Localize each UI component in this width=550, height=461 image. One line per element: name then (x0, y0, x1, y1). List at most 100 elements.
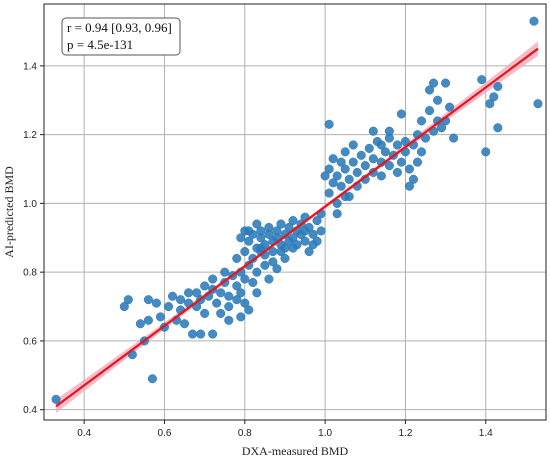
data-point (529, 16, 539, 26)
x-tick-label: 0.4 (77, 428, 91, 439)
data-point (384, 126, 394, 136)
data-point (196, 329, 206, 339)
data-point (485, 99, 495, 109)
data-point (280, 253, 290, 263)
data-point (224, 315, 234, 325)
data-point (288, 243, 298, 253)
data-point (477, 75, 487, 85)
data-point (368, 126, 378, 136)
data-point (348, 157, 358, 167)
data-point (256, 243, 266, 253)
data-point (332, 209, 342, 219)
data-point (135, 319, 145, 329)
stats-correlation: r = 0.94 [0.93, 0.96] (67, 20, 172, 35)
data-point (364, 143, 374, 153)
x-tick-label: 1.2 (398, 428, 412, 439)
data-point (240, 274, 250, 284)
y-tick-label: 0.4 (23, 405, 37, 416)
data-point (220, 267, 230, 277)
data-point (332, 198, 342, 208)
data-point (332, 171, 342, 181)
data-point (244, 236, 254, 246)
data-point (232, 281, 242, 291)
y-axis-ticks: 0.4 0.6 0.8 1.0 1.2 1.4 (23, 61, 44, 416)
grid-lines (44, 4, 546, 420)
data-point (324, 164, 334, 174)
data-point (433, 95, 443, 105)
data-point (167, 291, 178, 301)
data-point (236, 233, 246, 243)
data-point (264, 274, 274, 284)
data-point (380, 147, 390, 157)
data-point (489, 92, 499, 102)
data-point (284, 222, 294, 233)
data-point (352, 167, 362, 178)
data-point (288, 233, 298, 243)
data-point (328, 178, 338, 188)
data-point (252, 219, 262, 229)
data-point (344, 174, 354, 184)
data-point (272, 264, 282, 274)
x-axis-label: DXA-measured BMD (242, 444, 349, 458)
data-point (396, 109, 406, 119)
data-point (368, 154, 378, 164)
data-point (216, 288, 226, 298)
data-point (324, 188, 334, 198)
data-point (240, 298, 250, 308)
data-point (232, 253, 242, 263)
data-point (445, 102, 455, 112)
data-points (51, 16, 543, 404)
data-point (200, 281, 210, 291)
data-point (336, 181, 346, 191)
data-point (392, 140, 402, 150)
data-point (416, 116, 427, 126)
data-point (404, 181, 415, 191)
data-point (493, 81, 503, 92)
data-point (300, 226, 310, 236)
data-point (300, 236, 310, 246)
data-point (288, 216, 298, 226)
data-point (340, 164, 350, 174)
data-point (236, 312, 246, 322)
data-point (188, 329, 198, 339)
data-point (240, 226, 250, 236)
stats-box (61, 17, 181, 56)
data-point (252, 288, 262, 298)
data-point (304, 246, 314, 257)
data-point (533, 99, 543, 109)
data-point (175, 295, 186, 305)
data-point (416, 147, 427, 157)
plot-frame (43, 3, 547, 421)
data-point (143, 315, 153, 325)
x-tick-label: 0.8 (238, 428, 252, 439)
data-point (376, 140, 386, 150)
data-point (240, 246, 250, 257)
data-point (224, 291, 234, 301)
data-point (429, 78, 439, 88)
data-point (163, 301, 174, 312)
data-point (51, 394, 61, 404)
data-point (412, 157, 423, 167)
data-point (252, 267, 262, 277)
y-axis-label: AI-predicted BMD (2, 166, 16, 258)
y-tick-label: 1.2 (23, 130, 37, 141)
data-point (200, 308, 210, 318)
data-point (180, 319, 190, 329)
data-point (312, 216, 322, 226)
x-axis-ticks: 0.4 0.6 0.8 1.0 1.2 1.4 (77, 420, 493, 439)
data-point (396, 157, 406, 167)
x-tick-label: 1.0 (318, 428, 332, 439)
data-point (212, 298, 222, 308)
data-point (143, 295, 153, 305)
data-point (437, 123, 447, 133)
data-point (420, 133, 431, 143)
data-point (360, 161, 370, 171)
data-point (256, 226, 266, 236)
data-point (248, 277, 258, 288)
data-point (123, 295, 133, 305)
data-point (449, 133, 459, 143)
data-point (328, 154, 338, 164)
data-point (408, 174, 419, 184)
data-point (264, 222, 274, 233)
